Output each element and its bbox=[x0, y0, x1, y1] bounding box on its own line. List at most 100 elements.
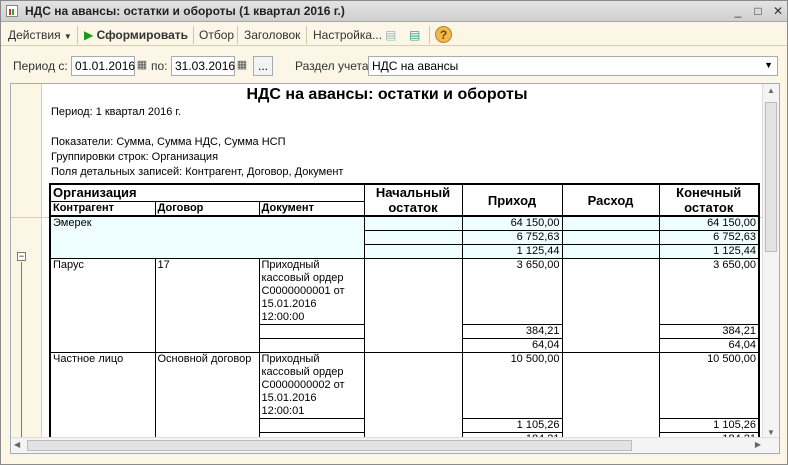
cell-contract: 17 bbox=[154, 258, 260, 353]
col-header-expense: Расход bbox=[561, 183, 660, 217]
title-bar: НДС на авансы: остатки и обороты (1 квар… bbox=[1, 1, 787, 22]
cell-closing: 6 752,63 bbox=[658, 230, 760, 245]
report-detail-fields: Поля детальных записей: Контрагент, Дого… bbox=[51, 166, 344, 178]
cell-closing: 64,04 bbox=[658, 338, 760, 353]
cell-expense bbox=[561, 258, 660, 353]
col-header-org: Организация bbox=[49, 183, 365, 202]
cell-opening bbox=[363, 244, 463, 259]
period-to-label: по: bbox=[151, 59, 168, 73]
table-row[interactable]: 1 105,26 1 105,26 bbox=[50, 418, 760, 433]
grouping-gutter: − bbox=[11, 84, 42, 439]
vertical-scroll-thumb[interactable] bbox=[765, 102, 777, 252]
cell-closing: 64 150,00 bbox=[658, 215, 760, 231]
calendar-icon[interactable]: ▦ bbox=[136, 59, 148, 71]
section-value: НДС на авансы bbox=[372, 59, 459, 73]
cell-counterparty: Парус bbox=[49, 258, 156, 353]
generate-label: Сформировать bbox=[96, 28, 188, 42]
report-table: Организация Начальный остаток Приход Рас… bbox=[49, 183, 760, 448]
cell-income: 6 752,63 bbox=[461, 230, 563, 245]
separator bbox=[306, 26, 307, 44]
cell-counterparty: Частное лицо bbox=[49, 352, 156, 448]
col-header-closing: Конечный остаток bbox=[658, 183, 760, 217]
vertical-scrollbar[interactable]: ▲ ▼ bbox=[762, 84, 779, 439]
cell-opening bbox=[363, 215, 463, 231]
report-period: Период: 1 квартал 2016 г. bbox=[51, 106, 182, 118]
period-select-button[interactable]: ... bbox=[253, 56, 273, 76]
separator bbox=[193, 26, 194, 44]
horizontal-scrollbar[interactable]: ◀ ▶ bbox=[11, 437, 779, 453]
report-grouping: Группировки строк: Организация bbox=[51, 151, 219, 163]
group-org-name: Эмерек bbox=[49, 215, 365, 259]
collapse-group-icon[interactable]: − bbox=[17, 251, 26, 261]
cell-expense bbox=[561, 230, 660, 245]
section-label: Раздел учета: bbox=[295, 59, 372, 73]
cell-closing: 384,21 bbox=[658, 324, 760, 339]
maximize-button[interactable]: □ bbox=[754, 4, 762, 18]
cell-income: 1 125,44 bbox=[461, 244, 563, 259]
minimize-button[interactable]: _ bbox=[734, 4, 742, 18]
dropdown-arrow-icon: ▼ bbox=[63, 32, 72, 41]
cell-income: 384,21 bbox=[461, 324, 563, 339]
col-header-opening: Начальный остаток bbox=[363, 183, 463, 217]
period-from-input[interactable]: 01.01.2016 bbox=[71, 56, 135, 76]
cell-closing: 10 500,00 bbox=[658, 352, 760, 419]
col-header-income: Приход bbox=[461, 183, 563, 217]
cell-income: 64 150,00 bbox=[461, 215, 563, 231]
table-row[interactable]: 384,21 384,21 bbox=[50, 324, 760, 339]
section-select[interactable]: НДС на авансы ▼ bbox=[368, 56, 778, 76]
settings-button[interactable]: Настройка... bbox=[313, 28, 383, 42]
cell-expense bbox=[561, 352, 660, 448]
calendar-icon[interactable]: ▦ bbox=[236, 59, 248, 71]
save-settings-icon[interactable]: ▤ bbox=[409, 28, 421, 42]
cell-document-empty bbox=[258, 338, 365, 353]
cell-document-empty bbox=[258, 418, 365, 433]
separator bbox=[237, 26, 238, 44]
toolbar: Действия ▼ ▶ Сформировать Отбор Заголово… bbox=[1, 23, 787, 46]
report-title: НДС на авансы: остатки и обороты bbox=[246, 86, 528, 103]
load-settings-icon[interactable]: ▤ bbox=[385, 28, 397, 42]
cell-document: Приходный кассовый ордер С0000000002 от … bbox=[258, 352, 365, 419]
play-icon: ▶ bbox=[84, 28, 94, 42]
cell-expense bbox=[561, 215, 660, 231]
filter-button[interactable]: Отбор bbox=[199, 28, 235, 42]
separator bbox=[429, 26, 430, 44]
cell-document-empty bbox=[258, 324, 365, 339]
horizontal-scroll-thumb[interactable] bbox=[27, 440, 632, 451]
window-title: НДС на авансы: остатки и обороты (1 квар… bbox=[25, 4, 345, 18]
scroll-up-icon[interactable]: ▲ bbox=[767, 86, 775, 95]
cell-closing: 1 105,26 bbox=[658, 418, 760, 433]
period-to-input[interactable]: 31.03.2016 bbox=[171, 56, 235, 76]
table-row[interactable]: 1 125,44 1 125,44 bbox=[50, 244, 760, 259]
cell-income: 1 105,26 bbox=[461, 418, 563, 433]
cell-contract: Основной договор bbox=[154, 352, 260, 448]
close-button[interactable]: ✕ bbox=[772, 4, 784, 18]
cell-closing: 3 650,00 bbox=[658, 258, 760, 325]
actions-menu[interactable]: Действия ▼ bbox=[8, 27, 72, 43]
table-row[interactable]: Парус 17 Приходный кассовый ордер С0000000… bbox=[49, 258, 760, 353]
cell-income: 64,04 bbox=[461, 338, 563, 353]
header-button[interactable]: Заголовок bbox=[244, 28, 301, 42]
separator bbox=[77, 26, 78, 44]
col-header-contract: Договор bbox=[154, 200, 260, 217]
group-line bbox=[21, 262, 22, 437]
table-row[interactable]: Эмерек 64 150,00 64 150,00 bbox=[49, 215, 760, 259]
dropdown-arrow-icon: ▼ bbox=[764, 60, 773, 70]
generate-button[interactable]: ▶ Сформировать bbox=[84, 27, 188, 43]
col-header-counterparty: Контрагент bbox=[49, 200, 156, 217]
cell-opening bbox=[363, 230, 463, 245]
scroll-left-icon[interactable]: ◀ bbox=[14, 440, 21, 449]
report-indicators: Показатели: Сумма, Сумма НДС, Сумма НСП bbox=[51, 136, 286, 148]
cell-opening bbox=[363, 258, 463, 353]
cell-opening bbox=[363, 352, 463, 448]
cell-document: Приходный кассовый ордер С0000000001 от … bbox=[258, 258, 365, 325]
period-from-label: Период с: bbox=[13, 59, 68, 73]
cell-income: 10 500,00 bbox=[461, 352, 563, 419]
report-area: − НДС на авансы: остатки и обороты Перио… bbox=[10, 83, 780, 454]
cell-income: 3 650,00 bbox=[461, 258, 563, 325]
scroll-down-icon[interactable]: ▼ bbox=[767, 428, 775, 437]
help-icon[interactable]: ? bbox=[435, 26, 452, 43]
scroll-right-icon[interactable]: ▶ bbox=[754, 440, 761, 449]
table-row[interactable]: Частное лицо Основной договор Приходный ка… bbox=[49, 352, 760, 448]
cell-closing: 1 125,44 bbox=[658, 244, 760, 259]
